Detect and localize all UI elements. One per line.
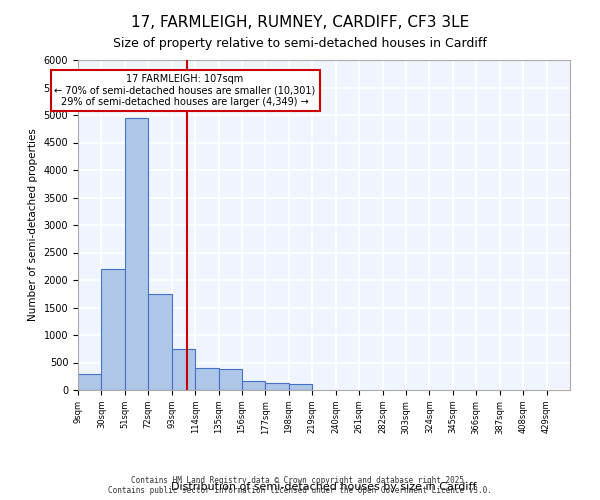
Bar: [125, 118, 148, 390]
Text: 17 FARMLEIGH: 107sqm
← 70% of semi-detached houses are smaller (10,301)
29% of s: 17 FARMLEIGH: 107sqm ← 70% of semi-detac…: [55, 74, 316, 107]
Text: 17, FARMLEIGH, RUMNEY, CARDIFF, CF3 3LE: 17, FARMLEIGH, RUMNEY, CARDIFF, CF3 3LE: [131, 15, 469, 30]
Bar: [242, 380, 265, 390]
Bar: [78, 374, 101, 390]
Text: Size of property relative to semi-detached houses in Cardiff: Size of property relative to semi-detach…: [113, 38, 487, 51]
Bar: [101, 269, 125, 390]
Bar: [218, 369, 242, 390]
Bar: [148, 294, 172, 390]
Bar: [172, 349, 195, 390]
Y-axis label: Number of semi-detached properties: Number of semi-detached properties: [28, 128, 38, 322]
Bar: [265, 383, 289, 390]
Text: Contains HM Land Registry data © Crown copyright and database right 2025.
Contai: Contains HM Land Registry data © Crown c…: [108, 476, 492, 495]
Bar: [289, 384, 312, 390]
Bar: [195, 368, 218, 390]
X-axis label: Distribution of semi-detached houses by size in Cardiff: Distribution of semi-detached houses by …: [171, 482, 477, 492]
